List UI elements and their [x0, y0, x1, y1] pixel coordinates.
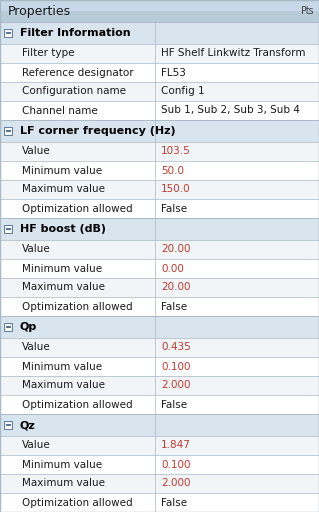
Bar — [4, 127, 12, 135]
Text: Optimization allowed: Optimization allowed — [22, 498, 133, 507]
Text: 20.00: 20.00 — [161, 245, 190, 254]
Bar — [0, 259, 319, 278]
Bar — [0, 414, 319, 436]
Text: Optimization allowed: Optimization allowed — [22, 203, 133, 214]
Text: 2.000: 2.000 — [161, 479, 190, 488]
Text: Minimum value: Minimum value — [22, 165, 102, 176]
Bar — [0, 436, 319, 455]
Text: Channel name: Channel name — [22, 105, 98, 116]
Bar — [0, 161, 319, 180]
Bar — [0, 11, 319, 22]
Text: 1.847: 1.847 — [161, 440, 191, 451]
Bar — [0, 63, 319, 82]
Bar — [0, 493, 319, 512]
Text: Sub 1, Sub 2, Sub 3, Sub 4: Sub 1, Sub 2, Sub 3, Sub 4 — [161, 105, 300, 116]
Bar — [0, 120, 319, 142]
Text: False: False — [161, 498, 187, 507]
Text: False: False — [161, 399, 187, 410]
Bar — [4, 323, 12, 331]
Text: 0.435: 0.435 — [161, 343, 191, 352]
Bar — [0, 142, 319, 161]
Bar — [0, 376, 319, 395]
Text: LF corner frequency (Hz): LF corner frequency (Hz) — [20, 126, 176, 136]
Text: Minimum value: Minimum value — [22, 459, 102, 470]
Text: Qz: Qz — [20, 420, 36, 430]
Bar — [0, 474, 319, 493]
Text: Filter Information: Filter Information — [20, 28, 130, 38]
Text: 0.00: 0.00 — [161, 264, 184, 273]
Text: Optimization allowed: Optimization allowed — [22, 399, 133, 410]
Text: False: False — [161, 302, 187, 311]
Text: Optimization allowed: Optimization allowed — [22, 302, 133, 311]
Text: Reference designator: Reference designator — [22, 68, 134, 77]
Text: ₧: ₧ — [300, 6, 313, 16]
Text: HF boost (dB): HF boost (dB) — [20, 224, 106, 234]
Text: Minimum value: Minimum value — [22, 264, 102, 273]
Bar — [4, 29, 12, 37]
Bar — [4, 421, 12, 429]
Text: 20.00: 20.00 — [161, 283, 190, 292]
Text: 2.000: 2.000 — [161, 380, 190, 391]
Text: Config 1: Config 1 — [161, 87, 204, 96]
Bar — [0, 218, 319, 240]
Bar — [0, 82, 319, 101]
Text: False: False — [161, 203, 187, 214]
Bar — [0, 455, 319, 474]
Text: Maximum value: Maximum value — [22, 184, 105, 195]
Text: 50.0: 50.0 — [161, 165, 184, 176]
Bar — [0, 0, 319, 22]
Text: Value: Value — [22, 440, 51, 451]
Bar — [0, 101, 319, 120]
Text: Maximum value: Maximum value — [22, 380, 105, 391]
Text: Minimum value: Minimum value — [22, 361, 102, 372]
Bar — [4, 225, 12, 233]
Text: HF Shelf Linkwitz Transform: HF Shelf Linkwitz Transform — [161, 49, 306, 58]
Text: FL53: FL53 — [161, 68, 186, 77]
Bar — [0, 357, 319, 376]
Text: 103.5: 103.5 — [161, 146, 191, 157]
Text: 0.100: 0.100 — [161, 361, 190, 372]
Bar — [0, 338, 319, 357]
Bar — [0, 278, 319, 297]
Text: 150.0: 150.0 — [161, 184, 191, 195]
Bar — [0, 199, 319, 218]
Text: Filter type: Filter type — [22, 49, 75, 58]
Text: Qp: Qp — [20, 322, 37, 332]
Text: Value: Value — [22, 343, 51, 352]
Bar — [0, 240, 319, 259]
Text: Maximum value: Maximum value — [22, 479, 105, 488]
Text: Maximum value: Maximum value — [22, 283, 105, 292]
Text: Value: Value — [22, 146, 51, 157]
Bar — [0, 297, 319, 316]
Bar — [0, 44, 319, 63]
Text: Properties: Properties — [8, 5, 71, 17]
Bar — [0, 316, 319, 338]
Text: Configuration name: Configuration name — [22, 87, 126, 96]
Text: 0.100: 0.100 — [161, 459, 190, 470]
Bar — [0, 395, 319, 414]
Bar — [0, 180, 319, 199]
Text: Value: Value — [22, 245, 51, 254]
Bar — [0, 22, 319, 44]
